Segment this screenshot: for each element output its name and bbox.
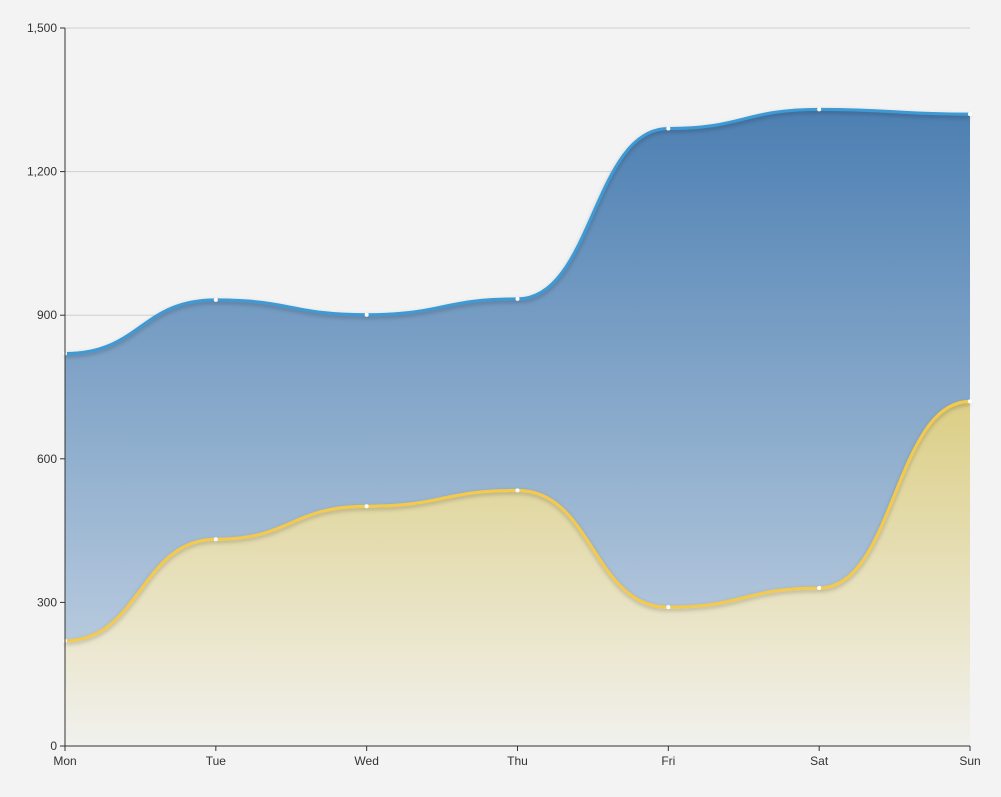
y-tick-label: 300 bbox=[37, 595, 57, 609]
tick-labels: 0 300 600 900 1,200 1,500 Mon Tue Wed Thu Fri Sat Su… bbox=[27, 21, 981, 768]
x-tick-label: Wed bbox=[354, 754, 378, 768]
y-tick-label: 1,200 bbox=[27, 165, 57, 179]
series-2-point-fri[interactable] bbox=[666, 605, 671, 610]
x-tick-label: Fri bbox=[661, 754, 675, 768]
x-tick-label: Mon bbox=[53, 754, 76, 768]
y-tick-label: 600 bbox=[37, 452, 57, 466]
series-1-point-sat[interactable] bbox=[817, 107, 822, 112]
x-tick-label: Sun bbox=[959, 754, 980, 768]
y-tick-label: 900 bbox=[37, 308, 57, 322]
series-1-point-thu[interactable] bbox=[515, 296, 520, 301]
series-1-point-wed[interactable] bbox=[364, 312, 369, 317]
y-tick-label: 1,500 bbox=[27, 21, 57, 35]
series-1-point-sun[interactable] bbox=[968, 112, 972, 117]
axes bbox=[60, 27, 971, 751]
series-2-point-tue[interactable] bbox=[213, 537, 218, 542]
y-tick-label: 0 bbox=[50, 739, 57, 753]
series-2-point-thu[interactable] bbox=[515, 488, 520, 493]
series-1-point-tue[interactable] bbox=[213, 297, 218, 302]
x-tick-label: Thu bbox=[507, 754, 528, 768]
series-areas bbox=[65, 109, 970, 746]
x-tick-label: Sat bbox=[810, 754, 829, 768]
series-2-point-sun[interactable] bbox=[968, 399, 972, 404]
series-1-point-fri[interactable] bbox=[666, 126, 671, 131]
data-points bbox=[63, 107, 972, 643]
x-tick-label: Tue bbox=[206, 754, 227, 768]
series-2-area bbox=[65, 401, 970, 746]
series-2-point-wed[interactable] bbox=[364, 504, 369, 509]
series-2-point-sat[interactable] bbox=[817, 586, 822, 591]
